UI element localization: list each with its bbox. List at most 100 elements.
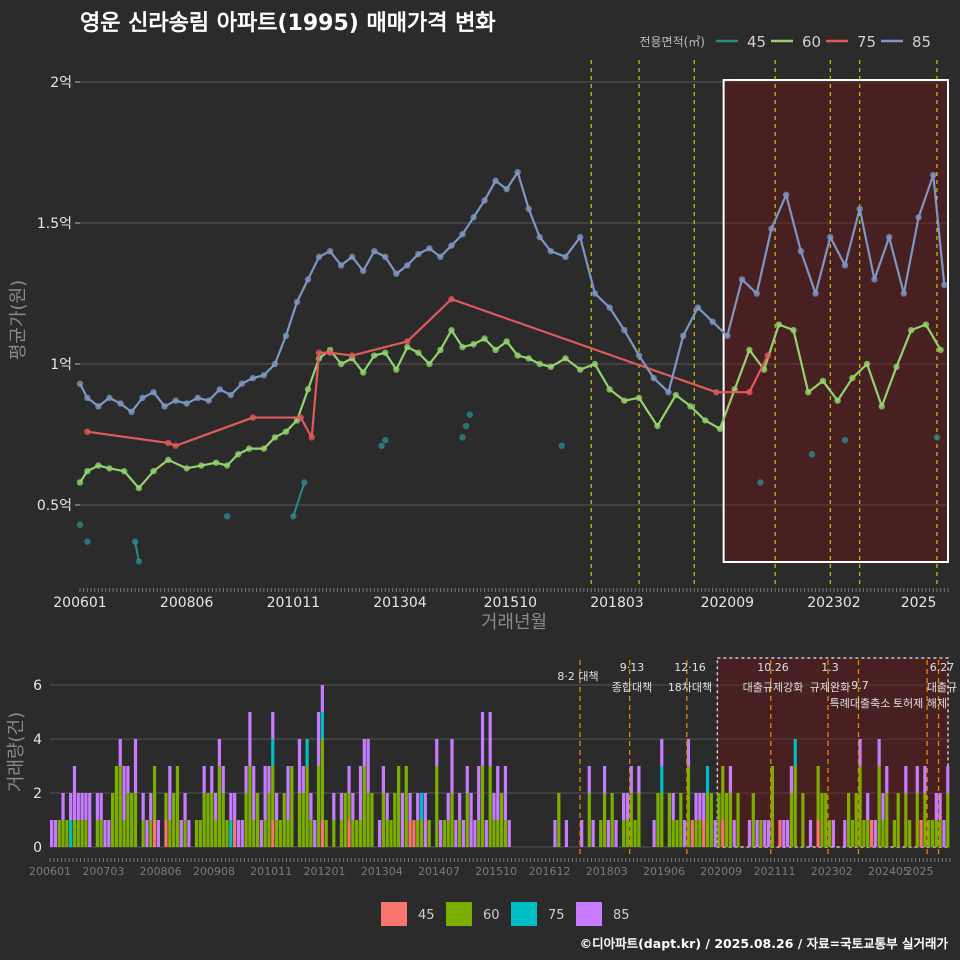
data-point-85 [941, 281, 948, 289]
data-point-60 [591, 360, 599, 368]
vol-bar-60 [885, 793, 889, 847]
data-point-60 [382, 349, 389, 356]
vol-bar-75 [271, 739, 275, 766]
vol-bar-85 [671, 793, 675, 820]
vol-bar-60 [633, 820, 637, 847]
data-point-45 [378, 442, 385, 449]
vol-bar-60 [435, 766, 439, 847]
data-point-60 [304, 386, 312, 393]
vol-bar-85 [580, 820, 584, 847]
vol-bar-60 [488, 766, 492, 847]
vol-bar-60 [446, 820, 450, 847]
x-tick-label: 201304 [373, 595, 427, 611]
data-point-60 [260, 445, 268, 452]
vol-bar-85 [728, 766, 733, 793]
vol-bar-85 [80, 793, 84, 820]
vol-bar-85 [107, 820, 111, 847]
data-point-85 [337, 262, 345, 269]
vol-bar-60 [370, 793, 374, 847]
vol-bar-85 [229, 793, 233, 820]
vol-bar-60 [477, 820, 481, 847]
vol-bar-60 [305, 766, 309, 847]
data-point-45 [135, 558, 143, 565]
series-line-45 [292, 482, 306, 517]
vol-bar-60 [946, 793, 950, 847]
vol-bar-60 [450, 793, 454, 847]
data-point-60 [525, 355, 532, 362]
data-point-85 [871, 276, 878, 283]
vol-bar-60 [847, 793, 851, 847]
vol-bar-60 [278, 820, 283, 847]
x-tick-label: 200806 [160, 595, 214, 611]
vol-bar-60 [503, 820, 508, 847]
vol-bar-60 [130, 793, 134, 847]
vol-bar-60 [133, 793, 138, 847]
data-point-85 [492, 177, 499, 184]
vol-bar-45 [233, 820, 237, 847]
vol-bar-85 [786, 820, 790, 847]
data-point-75 [249, 414, 257, 421]
vol-bar-60 [351, 820, 355, 847]
data-point-85 [437, 253, 444, 261]
vol-bar-60 [892, 820, 896, 847]
vol-bar-85 [61, 793, 65, 820]
vol-bar-60 [587, 793, 591, 847]
vol-bar-60 [84, 820, 88, 847]
data-point-85 [293, 298, 301, 306]
vol-bar-85 [76, 793, 80, 820]
vol-bar-60 [938, 820, 942, 847]
vol-bar-60 [99, 820, 103, 847]
vol-bar-85 [622, 793, 626, 820]
data-point-85 [591, 290, 599, 297]
vol-bar-85 [271, 712, 275, 739]
vol-bar-45 [412, 820, 416, 847]
vol-bar-60 [152, 766, 157, 820]
data-point-60 [702, 417, 709, 424]
vol-bar-75 [305, 739, 309, 766]
vol-bar-85 [122, 766, 126, 820]
data-point-60 [448, 326, 455, 334]
data-point-60 [459, 343, 466, 351]
vol-bar-60 [290, 766, 294, 847]
event-label: 18차대책 [668, 681, 712, 694]
legend-label-45: 45 [747, 33, 766, 51]
event-date: 12·16 [674, 661, 706, 674]
vol-bar-85 [602, 766, 607, 793]
vol-bar-60 [385, 820, 389, 847]
vol-bar-60 [320, 739, 324, 820]
data-point-60 [849, 374, 856, 382]
data-point-60 [337, 360, 345, 368]
vol-bar-85 [99, 793, 103, 820]
vol-bar-60 [686, 766, 691, 847]
vol-legend-label-45: 45 [418, 908, 435, 923]
data-point-60 [654, 422, 661, 430]
data-point-60 [198, 462, 205, 469]
data-point-60 [223, 462, 231, 469]
highlight-region [722, 79, 950, 563]
vol-y-tick-label: 6 [33, 678, 42, 694]
vol-bar-85 [782, 820, 786, 847]
data-point-45 [841, 436, 849, 444]
data-point-45 [757, 479, 764, 486]
vol-bar-60 [599, 820, 603, 847]
data-point-85 [205, 397, 212, 404]
vol-bar-60 [126, 793, 130, 847]
y-axis-title: 평균가(원) [8, 280, 29, 360]
vol-x-tick-label: 201612 [529, 865, 571, 878]
vol-x-tick-label: 201011 [250, 865, 292, 878]
vol-bar-85 [843, 820, 847, 847]
vol-bar-60 [76, 820, 80, 847]
data-point-60 [514, 352, 521, 359]
vol-bar-85 [244, 766, 248, 793]
data-point-85 [326, 248, 334, 255]
vol-bar-85 [507, 820, 511, 847]
data-point-85 [525, 205, 532, 213]
vol-bar-60 [72, 820, 77, 847]
vol-bar-85 [477, 766, 481, 820]
data-point-60 [716, 425, 724, 433]
vol-bar-60 [332, 820, 336, 847]
vol-bar-60 [221, 793, 225, 847]
vol-bar-60 [789, 793, 794, 847]
data-point-75 [326, 349, 334, 356]
data-point-85 [694, 304, 702, 311]
